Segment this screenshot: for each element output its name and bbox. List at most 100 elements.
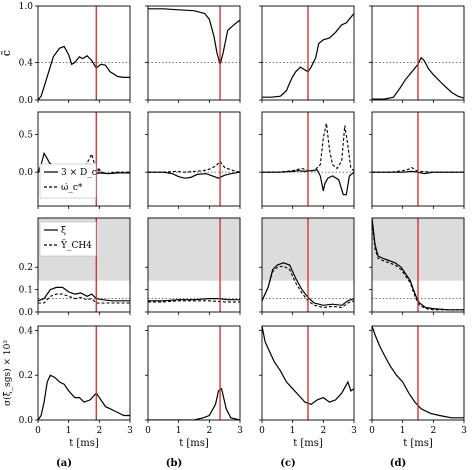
series-dashed-line [148,160,240,173]
legend-box [39,221,97,257]
panel-frame [261,111,355,207]
legend-label: ξ̃ [61,225,66,236]
series-line [262,13,354,98]
x-tick-label: 0 [35,426,41,436]
panel-r1-col2 [259,111,355,209]
shaded-region [148,218,240,281]
series-dashed-line [148,300,240,303]
x-tick-label: 2 [206,426,212,436]
x-tick-label: 2 [430,426,436,436]
column-label: (c) [280,458,296,469]
series-dashed-line [372,166,464,173]
panel-frame [261,5,355,101]
panel-r0-col1 [145,5,241,103]
x-tick-label: 1 [66,426,72,436]
y-tick-label: 0.0 [19,96,34,106]
series-group [262,123,354,196]
series-solid-line [38,286,130,302]
x-tick-label: 2 [320,426,326,436]
series-line [372,56,464,100]
legend: ξ̃ Ỹ_CH4 [39,221,97,257]
panel-frame [371,111,465,207]
y-tick-label: 0.5 [19,131,34,141]
x-tick-label: 0 [369,426,375,436]
legend-label: 3 × D_c* [61,168,102,178]
panel-r0-col0 [35,5,131,103]
series-group [372,218,464,311]
y-tick-label: 0.2 [19,371,33,381]
series-group [262,13,354,98]
y-tick-label: 0.0 [19,168,34,178]
series-line [38,45,130,100]
series-group [148,298,240,303]
x-tick-label: 3 [351,426,357,436]
y-tick-label: 0.0 [19,416,34,426]
axis-text: 0.0 0.4 1.0 0.0 0.5 0.0 0.1 0.2 0 1 2 3 0.0 0.2 0.4 0 1 2… [0,2,467,469]
x-tick-label: 2 [96,426,102,436]
x-axis-label: t [ms] [179,438,209,449]
series-solid-line [262,262,354,306]
y-tick-label: 0.2 [19,263,33,273]
series-dashed-line [262,265,354,309]
legend-label: ω̇_c* [61,183,83,193]
series-group [148,160,240,179]
panel-frame [371,325,465,421]
series-group [262,262,354,309]
x-tick-label: 3 [461,426,467,436]
x-tick-label: 3 [127,426,133,436]
panel-r1-col3 [369,111,465,209]
series-dashed-line [372,222,464,311]
y-tick-label: 0.0 [19,308,34,318]
panel-frame [147,217,241,313]
y-tick-label: 0.1 [19,286,33,296]
legend-box [39,163,97,199]
row-label-sigma: σ(ξ̃_sgs) × 10³ [2,340,13,406]
x-axis-label: t [ms] [403,438,433,449]
series-group [148,387,240,420]
panel-frame [147,111,241,207]
panel-frame [37,5,131,101]
panel-r3-col2 [259,325,355,423]
x-axis-label: t [ms] [69,438,99,449]
panel-r3-col0 [35,325,131,423]
x-tick-label: 1 [176,426,182,436]
x-tick-label: 1 [290,426,296,436]
panel-frame [261,217,355,313]
series-group [38,374,130,420]
row-label-c: c̃ [0,50,13,56]
panel-r3-col3 [369,325,465,423]
panel-r2-col2 [259,217,355,315]
panel-r0-col2 [259,5,355,103]
column-label: (b) [166,458,182,469]
legend-label: Ỹ_CH4 [60,239,92,251]
series-line [148,387,240,420]
x-tick-label: 3 [237,426,243,436]
series-solid-line [262,169,354,196]
series-group [38,45,130,100]
column-label: (a) [56,458,72,469]
panel-frame [37,325,131,421]
panel-frame [37,111,131,207]
panel-grid [35,5,465,423]
panel-r0-col3 [369,5,465,103]
panel-r1-col1 [145,111,241,209]
series-line [148,8,240,67]
series-dashed-line [262,123,354,173]
legend: 3 × D_c* ω̇_c* [39,163,102,199]
series-solid-line [148,298,240,302]
panel-frame [261,325,355,421]
panel-frame [147,5,241,101]
panel-frame [37,217,131,313]
panel-r3-col1 [145,325,241,423]
panel-r2-col3 [369,217,465,315]
series-solid-line [148,171,240,179]
series-group [372,326,464,419]
series-solid-line [372,218,464,311]
x-tick-label: 0 [145,426,151,436]
series-group [372,166,464,175]
series-group [148,8,240,67]
panel-frame [371,217,465,313]
series-line [372,326,464,419]
column-label: (d) [390,458,406,469]
